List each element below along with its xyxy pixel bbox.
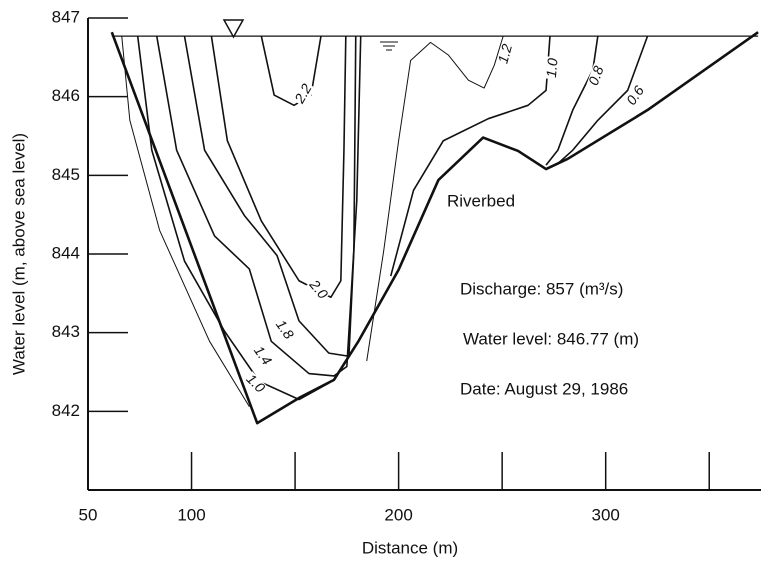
- x-tick-label: 200: [384, 505, 412, 524]
- contour-label: 0.6: [623, 83, 647, 108]
- contour-line: [155, 35, 362, 377]
- contour-line: [366, 35, 504, 362]
- contour-label: 1.8: [273, 317, 297, 342]
- x-tick-label: 50: [79, 505, 98, 524]
- contour-label-bg: [623, 82, 649, 110]
- contour-label: 1.0: [243, 371, 268, 396]
- contour-label-bg: [271, 316, 297, 344]
- water-surface-symbol: [222, 19, 245, 39]
- contour-label-bg: [249, 342, 275, 370]
- y-tick-label: 847: [52, 7, 80, 26]
- contour-label: 1.4: [251, 343, 275, 368]
- y-tick-label: 842: [52, 401, 80, 420]
- contour-line: [557, 35, 649, 165]
- contour-label-bg: [305, 277, 331, 303]
- contour-line: [183, 35, 357, 358]
- x-axis-label: Distance (m): [362, 538, 458, 557]
- annotation: Discharge: 857 (m³/s): [460, 279, 623, 298]
- contour-label-bg: [496, 41, 516, 67]
- contour-label: 1.2: [495, 42, 516, 65]
- y-tick-label: 843: [52, 322, 80, 341]
- contour-label-bg: [545, 56, 561, 80]
- water-surface-mark: [380, 41, 398, 51]
- y-tick-label: 844: [52, 243, 80, 262]
- x-tick-label: 300: [592, 505, 620, 524]
- annotation: Water level: 846.77 (m): [463, 329, 639, 348]
- y-tick-label: 845: [52, 165, 80, 184]
- contour-label: 1.0: [543, 57, 561, 78]
- contour-line: [545, 35, 599, 166]
- riverbed-label: Riverbed: [447, 191, 515, 210]
- contour-line: [136, 35, 330, 401]
- contour-label-bg: [242, 371, 268, 397]
- contour-label: 2.2: [291, 81, 315, 107]
- contour-label: 2.0: [306, 276, 332, 302]
- y-axis-label: Water level (m, above sea level): [9, 133, 28, 375]
- contour-label-bg: [292, 80, 316, 108]
- annotation: Date: August 29, 1986: [460, 379, 628, 398]
- contour-line: [260, 35, 322, 107]
- contour-line: [121, 36, 250, 407]
- contour-line: [389, 36, 551, 277]
- y-tick-label: 846: [52, 86, 80, 105]
- contour-label-bg: [586, 63, 608, 89]
- contour-label: 0.8: [585, 63, 607, 87]
- riverbed-line: [110, 31, 759, 425]
- x-tick-label: 100: [177, 505, 205, 524]
